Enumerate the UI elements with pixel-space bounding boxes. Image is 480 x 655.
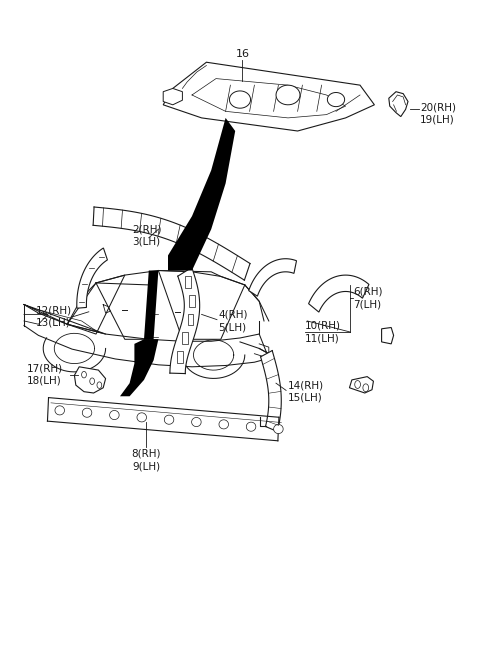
Polygon shape <box>274 424 283 434</box>
Polygon shape <box>327 92 345 107</box>
Polygon shape <box>82 371 86 378</box>
Polygon shape <box>229 91 251 108</box>
Text: 16: 16 <box>235 49 250 59</box>
Polygon shape <box>164 415 174 424</box>
Text: 12(RH)
13(LH): 12(RH) 13(LH) <box>36 305 72 328</box>
Text: 14(RH)
15(LH): 14(RH) 15(LH) <box>288 381 324 403</box>
Polygon shape <box>144 271 158 339</box>
Polygon shape <box>182 332 188 344</box>
Polygon shape <box>246 422 256 431</box>
Polygon shape <box>90 378 95 384</box>
Polygon shape <box>177 351 182 363</box>
Text: 2(RH)
3(LH): 2(RH) 3(LH) <box>132 225 161 247</box>
Polygon shape <box>382 328 394 344</box>
Polygon shape <box>389 92 408 117</box>
Polygon shape <box>185 276 191 288</box>
Polygon shape <box>249 259 297 296</box>
Polygon shape <box>137 413 146 422</box>
Polygon shape <box>219 420 228 429</box>
Polygon shape <box>93 207 250 280</box>
Text: 10(RH)
11(LH): 10(RH) 11(LH) <box>305 321 341 343</box>
Polygon shape <box>363 384 369 392</box>
Polygon shape <box>170 267 200 373</box>
Polygon shape <box>163 62 374 131</box>
Text: 8(RH)
9(LH): 8(RH) 9(LH) <box>132 449 161 471</box>
Text: 6(RH)
7(LH): 6(RH) 7(LH) <box>353 287 382 309</box>
Polygon shape <box>192 417 201 426</box>
Polygon shape <box>82 408 92 417</box>
Polygon shape <box>355 381 360 388</box>
Polygon shape <box>276 85 300 105</box>
Polygon shape <box>188 314 193 326</box>
Polygon shape <box>48 398 279 441</box>
Polygon shape <box>349 377 373 393</box>
Polygon shape <box>309 275 369 312</box>
Polygon shape <box>120 339 158 396</box>
Polygon shape <box>74 367 106 393</box>
Text: 20(RH)
19(LH): 20(RH) 19(LH) <box>420 102 456 124</box>
Polygon shape <box>189 295 195 307</box>
Text: 17(RH)
18(LH): 17(RH) 18(LH) <box>26 364 62 386</box>
Text: 4(RH)
5(LH): 4(RH) 5(LH) <box>218 310 248 332</box>
Polygon shape <box>97 382 102 388</box>
Polygon shape <box>168 118 235 271</box>
Polygon shape <box>55 406 64 415</box>
Polygon shape <box>163 88 182 105</box>
Polygon shape <box>77 248 108 309</box>
Polygon shape <box>109 411 119 420</box>
Polygon shape <box>261 350 281 432</box>
